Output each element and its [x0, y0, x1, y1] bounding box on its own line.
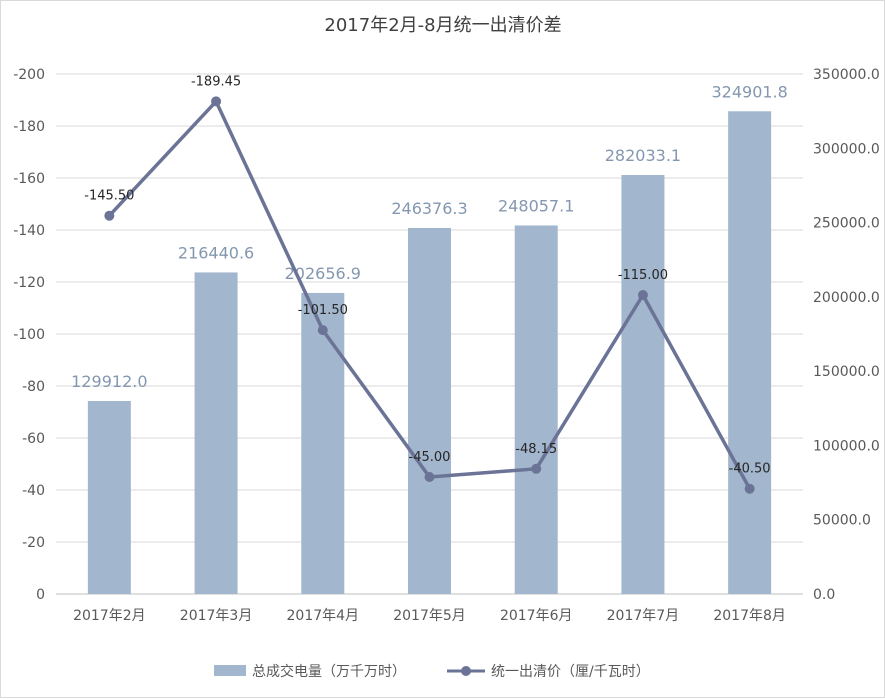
line-point-5 [531, 463, 542, 474]
left-tick-label: -200 [13, 67, 45, 83]
left-tick-label: -100 [13, 327, 45, 343]
right-tick-label: 100000.0 [813, 438, 880, 454]
legend-line-marker [461, 666, 471, 676]
x-tick-label: 2017年6月 [500, 608, 573, 624]
right-tick-label: 50000.0 [813, 513, 871, 529]
x-axis: 2017年2月 2017年3月 2017年4月 2017年5月 2017年6月 2017年… [73, 608, 786, 624]
line-point-3 [317, 325, 328, 336]
left-tick-label: -20 [22, 535, 45, 551]
right-tick-label: 350000.0 [813, 67, 880, 83]
right-tick-label: 300000.0 [813, 141, 880, 157]
line-data-label: -101.50 [298, 303, 348, 318]
line-data-label: -189.45 [191, 74, 241, 89]
x-tick-label: 2017年3月 [180, 608, 253, 624]
line-data-label: -40.50 [729, 462, 771, 477]
bar-data-label: 216440.6 [178, 243, 254, 262]
bar-series: 129912.0 216440.6 202656.9 246376.3 248057.1… [71, 82, 788, 595]
bar-data-label: 248057.1 [498, 196, 574, 215]
line-point-4 [424, 472, 435, 482]
x-tick-label: 2017年4月 [287, 608, 360, 624]
left-tick-label: -120 [13, 275, 45, 291]
bar-data-label: 202656.9 [285, 264, 361, 283]
right-axis: 0.0 50000.0 100000.0 150000.0 200000.0 250000… [813, 67, 880, 603]
bar-data-label: 282033.1 [605, 146, 681, 165]
x-tick-label: 2017年8月 [713, 608, 786, 624]
left-axis: 0 -20 -40 -60 -80 -100 -120 -140 -160 -180 -200 [13, 67, 45, 603]
bar-1 [87, 400, 131, 594]
left-tick-label: -160 [13, 171, 45, 187]
line-data-label: -48.15 [515, 442, 557, 457]
x-tick-label: 2017年2月 [73, 608, 146, 624]
bar-data-label: 246376.3 [391, 199, 467, 218]
line-data-label: -115.00 [618, 268, 668, 283]
bar-7 [728, 111, 772, 594]
left-tick-label: 0 [36, 587, 45, 603]
left-tick-label: -80 [22, 379, 45, 395]
bar-6 [621, 174, 665, 594]
left-tick-label: -60 [22, 431, 45, 447]
bar-2 [194, 272, 238, 594]
legend-bar-label: 总成交电量（万千万时） [252, 663, 406, 680]
right-tick-label: 150000.0 [813, 364, 880, 380]
line-data-label: -145.50 [84, 189, 134, 204]
left-tick-label: -180 [13, 119, 45, 135]
legend-bar-swatch [214, 665, 246, 676]
bar-4 [408, 227, 451, 595]
legend-line-label: 统一出清价（厘/千瓦时） [491, 664, 650, 680]
left-tick-label: -140 [13, 223, 45, 239]
line-series: -145.50 -189.45 -101.50 -45.00 -48.15 -115.00… [84, 74, 771, 494]
line-point-7 [744, 483, 755, 494]
left-tick-label: -40 [22, 483, 45, 499]
right-tick-label: 0.0 [813, 587, 835, 603]
line-point-6 [637, 290, 648, 300]
chart-title: 2017年2月-8月统一出清价差 [324, 15, 561, 36]
line-data-label: -45.00 [409, 450, 451, 465]
x-tick-label: 2017年7月 [607, 608, 680, 624]
line-point-1 [104, 210, 115, 221]
x-tick-label: 2017年5月 [393, 608, 466, 624]
line-point-2 [211, 96, 222, 107]
bar-data-label: 129912.0 [71, 372, 147, 391]
bar-data-label: 324901.8 [711, 82, 787, 101]
legend: 总成交电量（万千万时） 统一出清价（厘/千瓦时） [214, 663, 650, 680]
right-tick-label: 250000.0 [813, 216, 880, 232]
right-tick-label: 200000.0 [813, 290, 880, 306]
bar-3 [301, 292, 345, 594]
bar-5 [514, 225, 558, 595]
